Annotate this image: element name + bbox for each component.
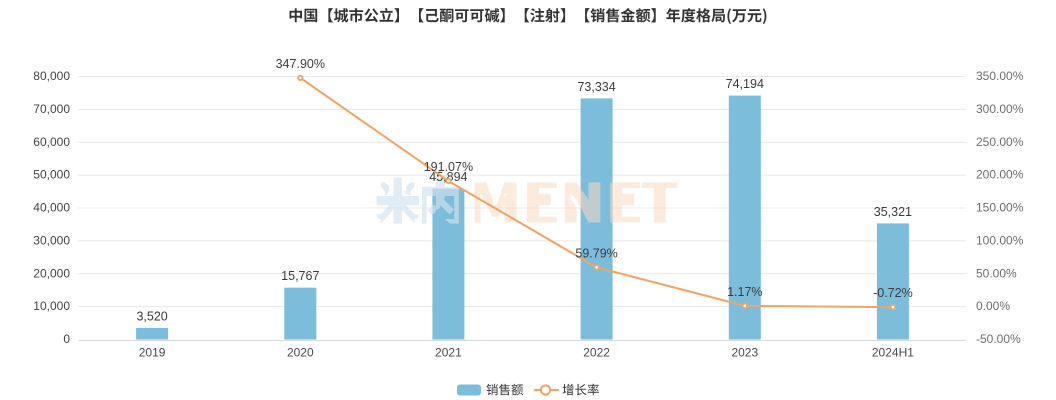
- svg-text:15,767: 15,767: [281, 269, 319, 283]
- svg-text:-0.72%: -0.72%: [873, 286, 913, 300]
- svg-text:59.79%: 59.79%: [575, 246, 617, 260]
- svg-text:2020: 2020: [287, 346, 314, 360]
- svg-text:2022: 2022: [583, 346, 610, 360]
- svg-text:1.17%: 1.17%: [727, 285, 762, 299]
- svg-text:50.00%: 50.00%: [976, 266, 1017, 280]
- svg-text:10,000: 10,000: [33, 299, 70, 313]
- svg-text:60,000: 60,000: [33, 135, 70, 149]
- svg-text:30,000: 30,000: [33, 233, 70, 247]
- svg-text:80,000: 80,000: [33, 69, 70, 83]
- svg-text:2019: 2019: [139, 346, 166, 360]
- svg-text:347.90%: 347.90%: [276, 57, 325, 71]
- svg-text:350.00%: 350.00%: [976, 69, 1024, 83]
- svg-text:250.00%: 250.00%: [976, 135, 1024, 149]
- svg-text:2023: 2023: [731, 346, 758, 360]
- svg-text:2021: 2021: [435, 346, 462, 360]
- svg-text:20,000: 20,000: [33, 266, 70, 280]
- svg-text:2024H1: 2024H1: [872, 346, 914, 360]
- svg-text:0.00%: 0.00%: [976, 299, 1010, 313]
- svg-text:100.00%: 100.00%: [976, 233, 1024, 247]
- svg-text:73,334: 73,334: [577, 80, 615, 94]
- svg-text:150.00%: 150.00%: [976, 201, 1024, 215]
- svg-text:3,520: 3,520: [136, 309, 167, 323]
- svg-text:50,000: 50,000: [33, 168, 70, 182]
- svg-text:70,000: 70,000: [33, 102, 70, 116]
- svg-text:35,321: 35,321: [874, 205, 912, 219]
- svg-text:200.00%: 200.00%: [976, 168, 1024, 182]
- svg-text:0: 0: [63, 332, 70, 346]
- svg-text:300.00%: 300.00%: [976, 102, 1024, 116]
- svg-text:40,000: 40,000: [33, 201, 70, 215]
- svg-text:74,194: 74,194: [726, 77, 764, 91]
- svg-text:-50.00%: -50.00%: [976, 332, 1021, 346]
- svg-text:191.07%: 191.07%: [424, 160, 473, 174]
